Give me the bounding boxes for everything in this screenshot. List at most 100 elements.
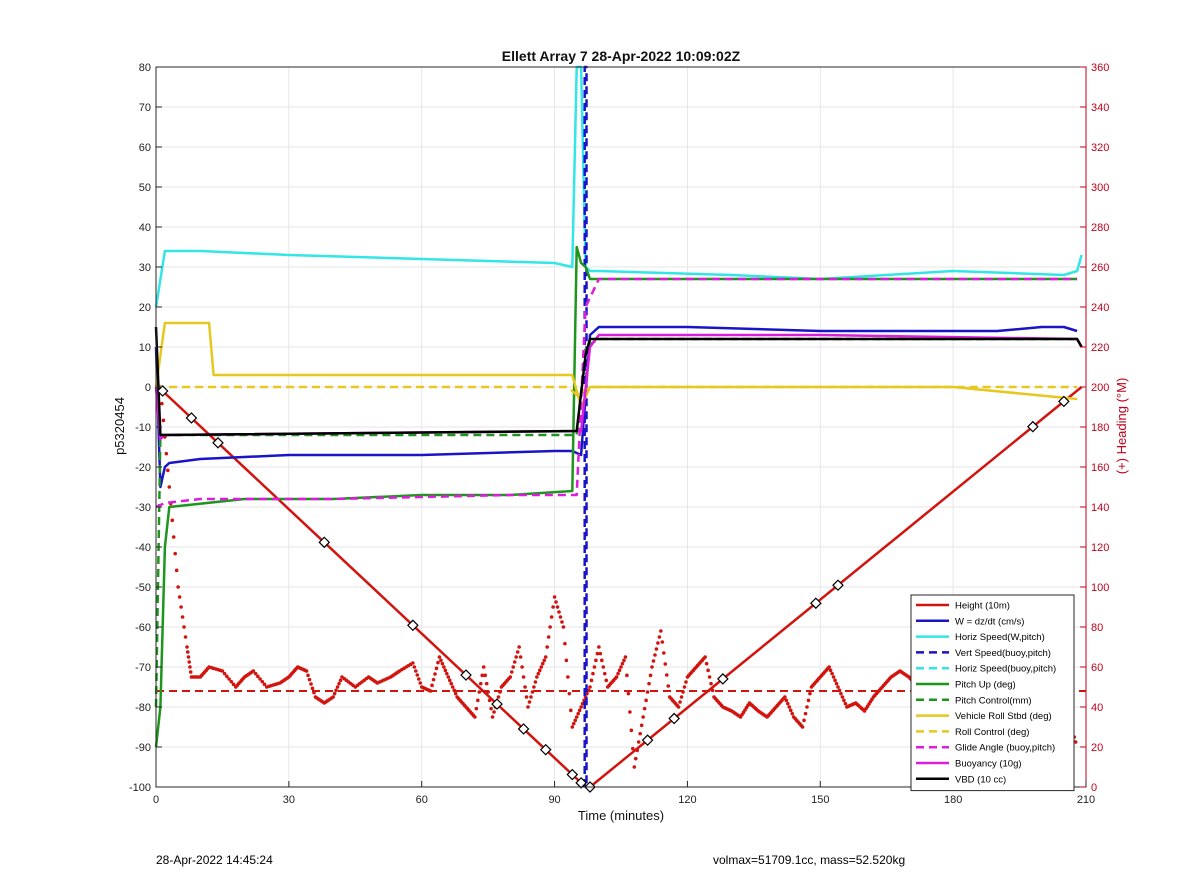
heading-point: [833, 678, 837, 683]
heading-point: [647, 681, 651, 686]
y-tick-label: 80: [139, 62, 151, 74]
heading-point: [555, 605, 560, 609]
legend-label: Glide Angle (buoy,pitch): [955, 743, 1055, 754]
heading-point: [783, 695, 787, 699]
heading-point: [182, 625, 186, 629]
y-tick-label: 20: [139, 302, 151, 314]
heading-point: [836, 685, 840, 689]
y-tick-label: -100: [129, 782, 151, 794]
heading-point: [331, 695, 335, 699]
heading-point: [536, 671, 541, 676]
series-line: [154, 333, 1083, 441]
y-axis-label: p5320454: [112, 397, 127, 455]
heading-point: [231, 682, 236, 687]
heading-point: [638, 731, 642, 736]
heading-point: [664, 673, 669, 677]
heading-point: [483, 673, 487, 678]
heading-point: [571, 721, 576, 726]
heading-point: [415, 673, 420, 677]
y-tick-label: -70: [135, 662, 151, 674]
heading-point: [831, 675, 836, 679]
y-tick-label: -40: [135, 542, 151, 554]
heading-point: [548, 625, 552, 629]
heading-point: [567, 691, 572, 696]
heading-point: [450, 685, 455, 689]
heading-point: [803, 711, 808, 716]
heading-point: [481, 665, 486, 669]
heading-point: [628, 710, 632, 714]
heading-point: [678, 700, 682, 704]
y-right-tick-label: 100: [1091, 582, 1109, 594]
y-right-tick-label: 0: [1091, 782, 1097, 794]
series-line: [155, 277, 1078, 509]
heading-point: [166, 468, 170, 473]
heading-point: [447, 678, 452, 683]
heading-point: [430, 683, 434, 688]
heading-point: [307, 677, 312, 682]
heading-point: [453, 691, 458, 696]
heading-point: [653, 653, 657, 657]
height-marker: [566, 768, 579, 781]
heading-point: [179, 605, 183, 609]
y-tick-label: -60: [135, 622, 151, 634]
heading-point: [177, 595, 182, 599]
y-tick-label: 30: [139, 262, 151, 274]
legend: Height (10m) W = dz/dt (cm/s) Horiz Speed(…: [910, 594, 1075, 792]
legend-label: VBD (10 cc): [955, 774, 1006, 785]
heading-point: [709, 681, 713, 686]
heading-point: [251, 669, 256, 673]
heading-point: [512, 660, 517, 664]
heading-point: [508, 675, 513, 679]
heading-point: [790, 711, 795, 716]
y-right-tick-label: 200: [1091, 382, 1109, 394]
heading-point: [546, 635, 551, 639]
y-right-tick-label: 60: [1091, 662, 1103, 674]
heading-point: [569, 708, 573, 713]
legend-label: Pitch Control(mm): [955, 695, 1032, 706]
heading-point: [542, 658, 547, 663]
heading-point: [440, 661, 445, 666]
heading-point: [434, 666, 439, 671]
legend-label: Buoyancy (10g): [955, 759, 1022, 770]
y-right-tick-label: 280: [1091, 222, 1109, 234]
heading-point: [660, 640, 665, 644]
heading-point: [304, 669, 309, 673]
series-line: [154, 325, 1078, 489]
heading-point: [827, 665, 831, 669]
heading-point: [436, 660, 440, 665]
height-marker: [517, 723, 530, 735]
heading-point: [227, 677, 231, 681]
heading-point: [474, 706, 479, 711]
heading-point: [517, 645, 521, 649]
heading-point: [439, 658, 443, 663]
y-right-tick-label: 80: [1091, 622, 1103, 634]
y-right-tick-label: 340: [1091, 102, 1109, 114]
heading-point: [602, 671, 607, 676]
footer-vehicle-info: volmax=51709.1cc, mass=52.520kg: [713, 853, 906, 867]
heading-point: [632, 765, 637, 769]
height-marker: [185, 412, 198, 424]
heading-point: [625, 673, 629, 678]
heading-point: [642, 706, 647, 711]
heading-point: [1073, 740, 1078, 744]
heading-point: [511, 665, 516, 669]
heading-point: [600, 658, 604, 663]
footer-timestamp: 28-Apr-2022 14:45:24: [156, 853, 273, 867]
heading-point: [480, 673, 485, 678]
heading-point: [576, 711, 580, 716]
y-right-tick-label: 300: [1091, 182, 1109, 194]
heading-point: [651, 659, 656, 663]
y-right-tick-label: 180: [1091, 422, 1109, 434]
heading-point: [443, 668, 448, 673]
heading-point: [535, 675, 539, 679]
heading-point: [489, 706, 493, 711]
heading-point: [477, 690, 482, 694]
heading-point: [185, 650, 190, 654]
heading-point: [539, 665, 544, 669]
legend-label: Vehicle Roll Stbd (deg): [955, 711, 1052, 722]
x-tick-label: 0: [153, 794, 159, 806]
heading-point: [648, 673, 653, 678]
heading-point: [334, 688, 338, 693]
heading-point: [310, 686, 315, 691]
heading-point: [527, 700, 532, 704]
